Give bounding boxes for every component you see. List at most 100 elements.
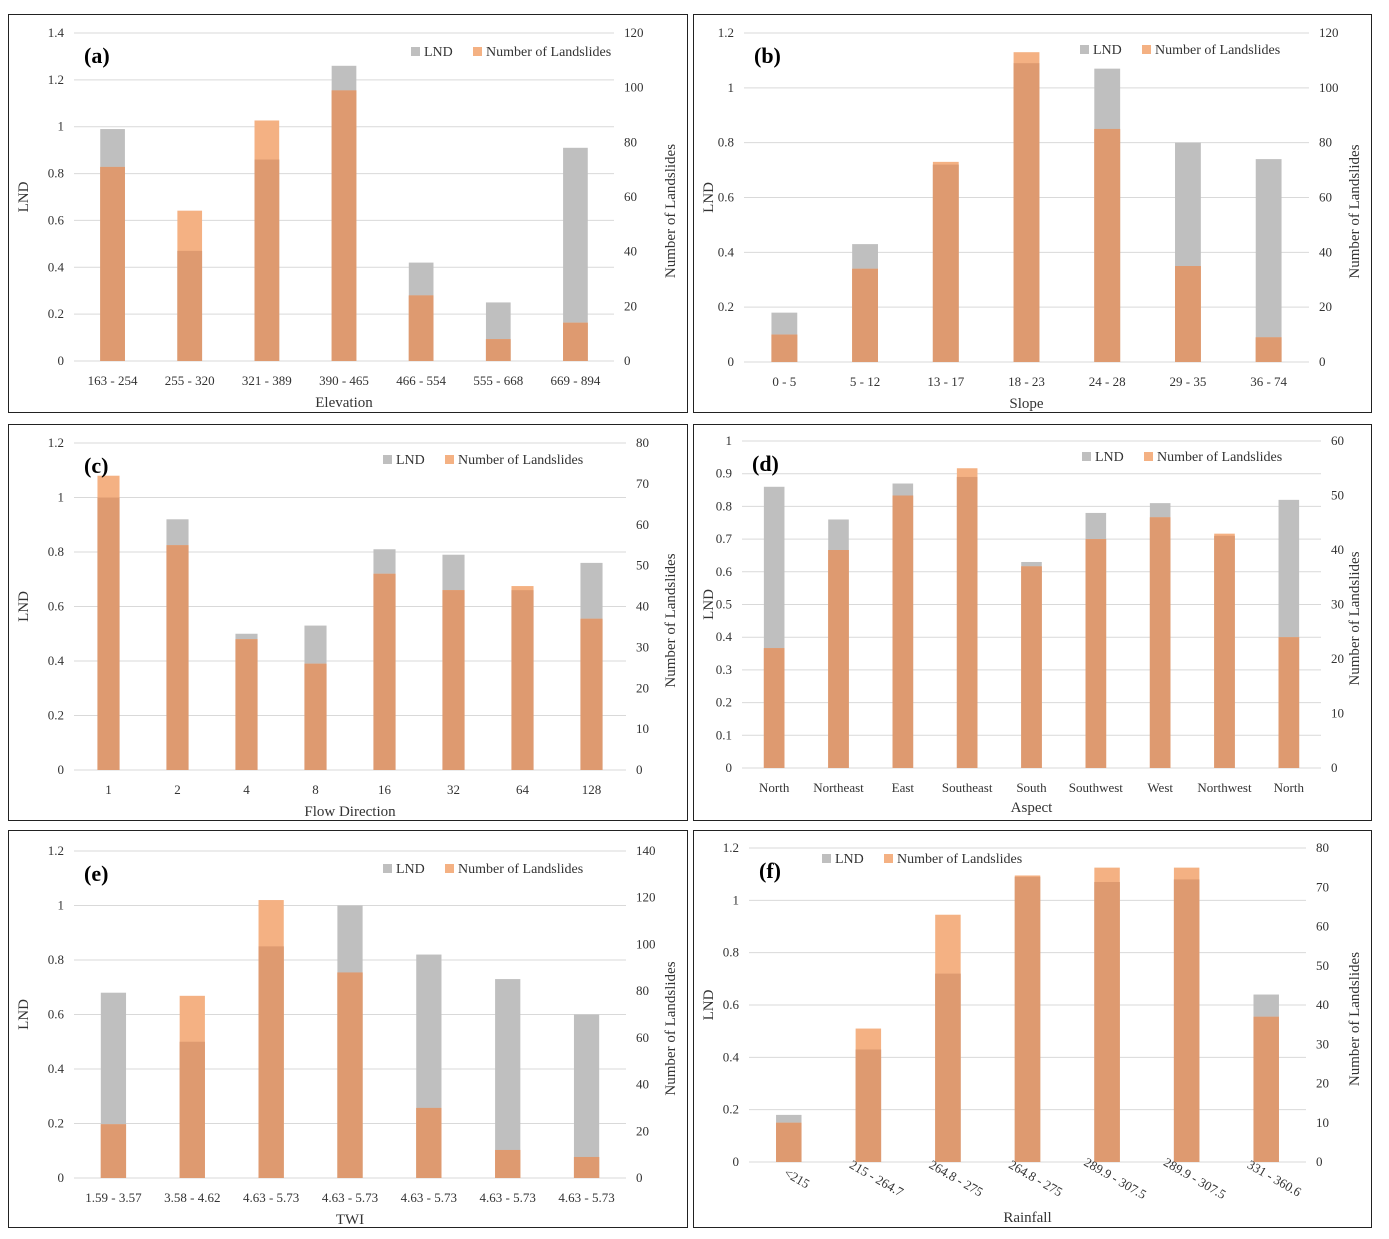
y2-tick-label: 10 <box>1316 1115 1329 1130</box>
y2-tick-label: 20 <box>636 680 649 695</box>
overlap-bar <box>485 339 511 361</box>
y-tick-label: 0.1 <box>716 727 732 742</box>
panel-label: (e) <box>84 861 108 886</box>
legend-swatch-lnd <box>822 854 831 863</box>
legend-swatch-landslides <box>445 864 454 873</box>
overlap-bar <box>1214 535 1235 768</box>
legend-swatch-lnd <box>383 455 392 464</box>
y2-tick-label: 0 <box>624 353 631 368</box>
y2-tick-label: 80 <box>624 134 637 149</box>
x-axis-title: Rainfall <box>1003 1210 1051 1226</box>
y-tick-label: 0.9 <box>716 466 732 481</box>
legend-label-landslides: Number of Landslides <box>897 852 1022 867</box>
overlap-bar <box>495 1149 521 1178</box>
lnd-bar <box>495 979 521 1178</box>
overlap-bar <box>892 495 914 768</box>
overlap-bar <box>771 334 798 362</box>
y2-tick-label: 70 <box>636 476 649 491</box>
y-tick-label: 1.2 <box>718 25 734 40</box>
legend-label-landslides: Number of Landslides <box>1155 43 1280 58</box>
legend-label-landslides: Number of Landslides <box>458 453 583 468</box>
chart-b: 0 0.2 0.4 0.6 0.8 1 1.2 0 20 40 60 80 100 120 0 - 5 5 -… <box>701 25 1363 412</box>
y2-tick-label: 60 <box>1331 433 1344 448</box>
overlap-bar <box>331 90 357 362</box>
x-tick-label: Southwest <box>1069 780 1124 795</box>
y-tick-label: 0.4 <box>716 629 733 644</box>
x-tick-label: 466 - 554 <box>396 373 446 388</box>
x-tick-label: 4.63 - 5.73 <box>322 1190 378 1205</box>
y2-tick-label: 30 <box>636 639 649 654</box>
lnd-bar <box>1255 159 1282 362</box>
y-axis-title: LND <box>16 591 32 622</box>
x-tick-label: 4.63 - 5.73 <box>480 1190 536 1205</box>
y-tick-label: 0.8 <box>48 166 64 181</box>
y2-tick-label: 60 <box>1319 190 1332 205</box>
y2-tick-label: 60 <box>1316 919 1329 934</box>
y2-tick-label: 50 <box>1331 488 1344 503</box>
legend-label-landslides: Number of Landslides <box>458 862 583 877</box>
x-tick-label: 264.8 - 275 <box>1006 1157 1065 1200</box>
legend-label-lnd: LND <box>1093 43 1122 58</box>
y2-tick-label: 20 <box>1331 651 1344 666</box>
x-tick-label: 264.8 - 275 <box>927 1157 986 1200</box>
y-tick-label: 1 <box>728 80 735 95</box>
x-tick-label: 1 <box>105 782 112 797</box>
y-axis-title: LND <box>16 999 32 1030</box>
y-tick-label: 1 <box>58 119 65 134</box>
y-tick-label: 0.8 <box>723 945 739 960</box>
y2-tick-label: 100 <box>1319 80 1339 95</box>
overlap-bar <box>563 322 588 361</box>
y-tick-label: 1.2 <box>48 843 64 858</box>
y-tick-label: 1 <box>58 898 65 913</box>
x-tick-label: 5 - 12 <box>850 374 880 389</box>
legend-swatch-lnd <box>383 864 392 873</box>
y2-tick-label: 120 <box>1319 25 1339 40</box>
y-tick-label: 0.4 <box>48 259 65 274</box>
y-tick-label: 0.2 <box>48 1116 64 1131</box>
overlap-bar <box>828 550 849 768</box>
overlap-bar <box>1149 517 1171 768</box>
y2-tick-label: 0 <box>1319 354 1326 369</box>
y2-tick-label: 30 <box>1316 1036 1329 1051</box>
y-tick-label: 1.2 <box>48 72 64 87</box>
legend-swatch-lnd <box>1082 452 1091 461</box>
y-axis-title: LND <box>701 589 717 620</box>
overlap-bar <box>511 590 534 770</box>
y2-axis-title: Number of Landslides <box>663 144 679 278</box>
overlap-bar <box>442 590 465 770</box>
y2-tick-label: 20 <box>1316 1076 1329 1091</box>
y2-tick-label: 120 <box>624 25 644 40</box>
y2-axis-title: Number of Landslides <box>1347 551 1363 685</box>
y2-tick-label: 0 <box>1331 760 1338 775</box>
y2-tick-label: 0 <box>636 1170 643 1185</box>
y2-tick-label: 50 <box>1316 958 1329 973</box>
overlap-bar <box>1014 876 1041 1162</box>
legend-swatch-lnd <box>411 47 420 56</box>
overlap-bar <box>408 295 434 361</box>
y-tick-label: 0.5 <box>716 597 732 612</box>
x-tick-label: 390 - 465 <box>319 373 369 388</box>
y-tick-label: 0.8 <box>718 135 734 150</box>
legend-swatch-landslides <box>1144 452 1153 461</box>
y2-tick-label: 20 <box>636 1123 649 1138</box>
legend-label-lnd: LND <box>424 45 453 60</box>
x-tick-label: 669 - 894 <box>551 373 601 388</box>
overlap-bar <box>1013 63 1040 363</box>
x-tick-label: 32 <box>447 782 460 797</box>
y2-axis-title: Number of Landslides <box>1347 952 1363 1086</box>
legend-swatch-lnd <box>1080 45 1089 54</box>
y-tick-label: 0.2 <box>718 299 734 314</box>
overlap-bar <box>1021 566 1042 768</box>
x-tick-label: 1.59 - 3.57 <box>85 1190 142 1205</box>
y2-tick-label: 120 <box>636 890 656 905</box>
x-tick-label: 13 - 17 <box>927 374 964 389</box>
y-tick-label: 1.2 <box>723 840 739 855</box>
y2-tick-label: 70 <box>1316 879 1329 894</box>
y-tick-label: 0.6 <box>723 997 740 1012</box>
y2-tick-label: 80 <box>1319 135 1332 150</box>
y2-tick-label: 40 <box>1331 542 1344 557</box>
overlap-bar <box>258 946 284 1178</box>
x-axis-title: Flow Direction <box>304 804 396 820</box>
y-tick-label: 0 <box>58 1170 65 1185</box>
y-tick-label: 0.2 <box>48 306 64 321</box>
